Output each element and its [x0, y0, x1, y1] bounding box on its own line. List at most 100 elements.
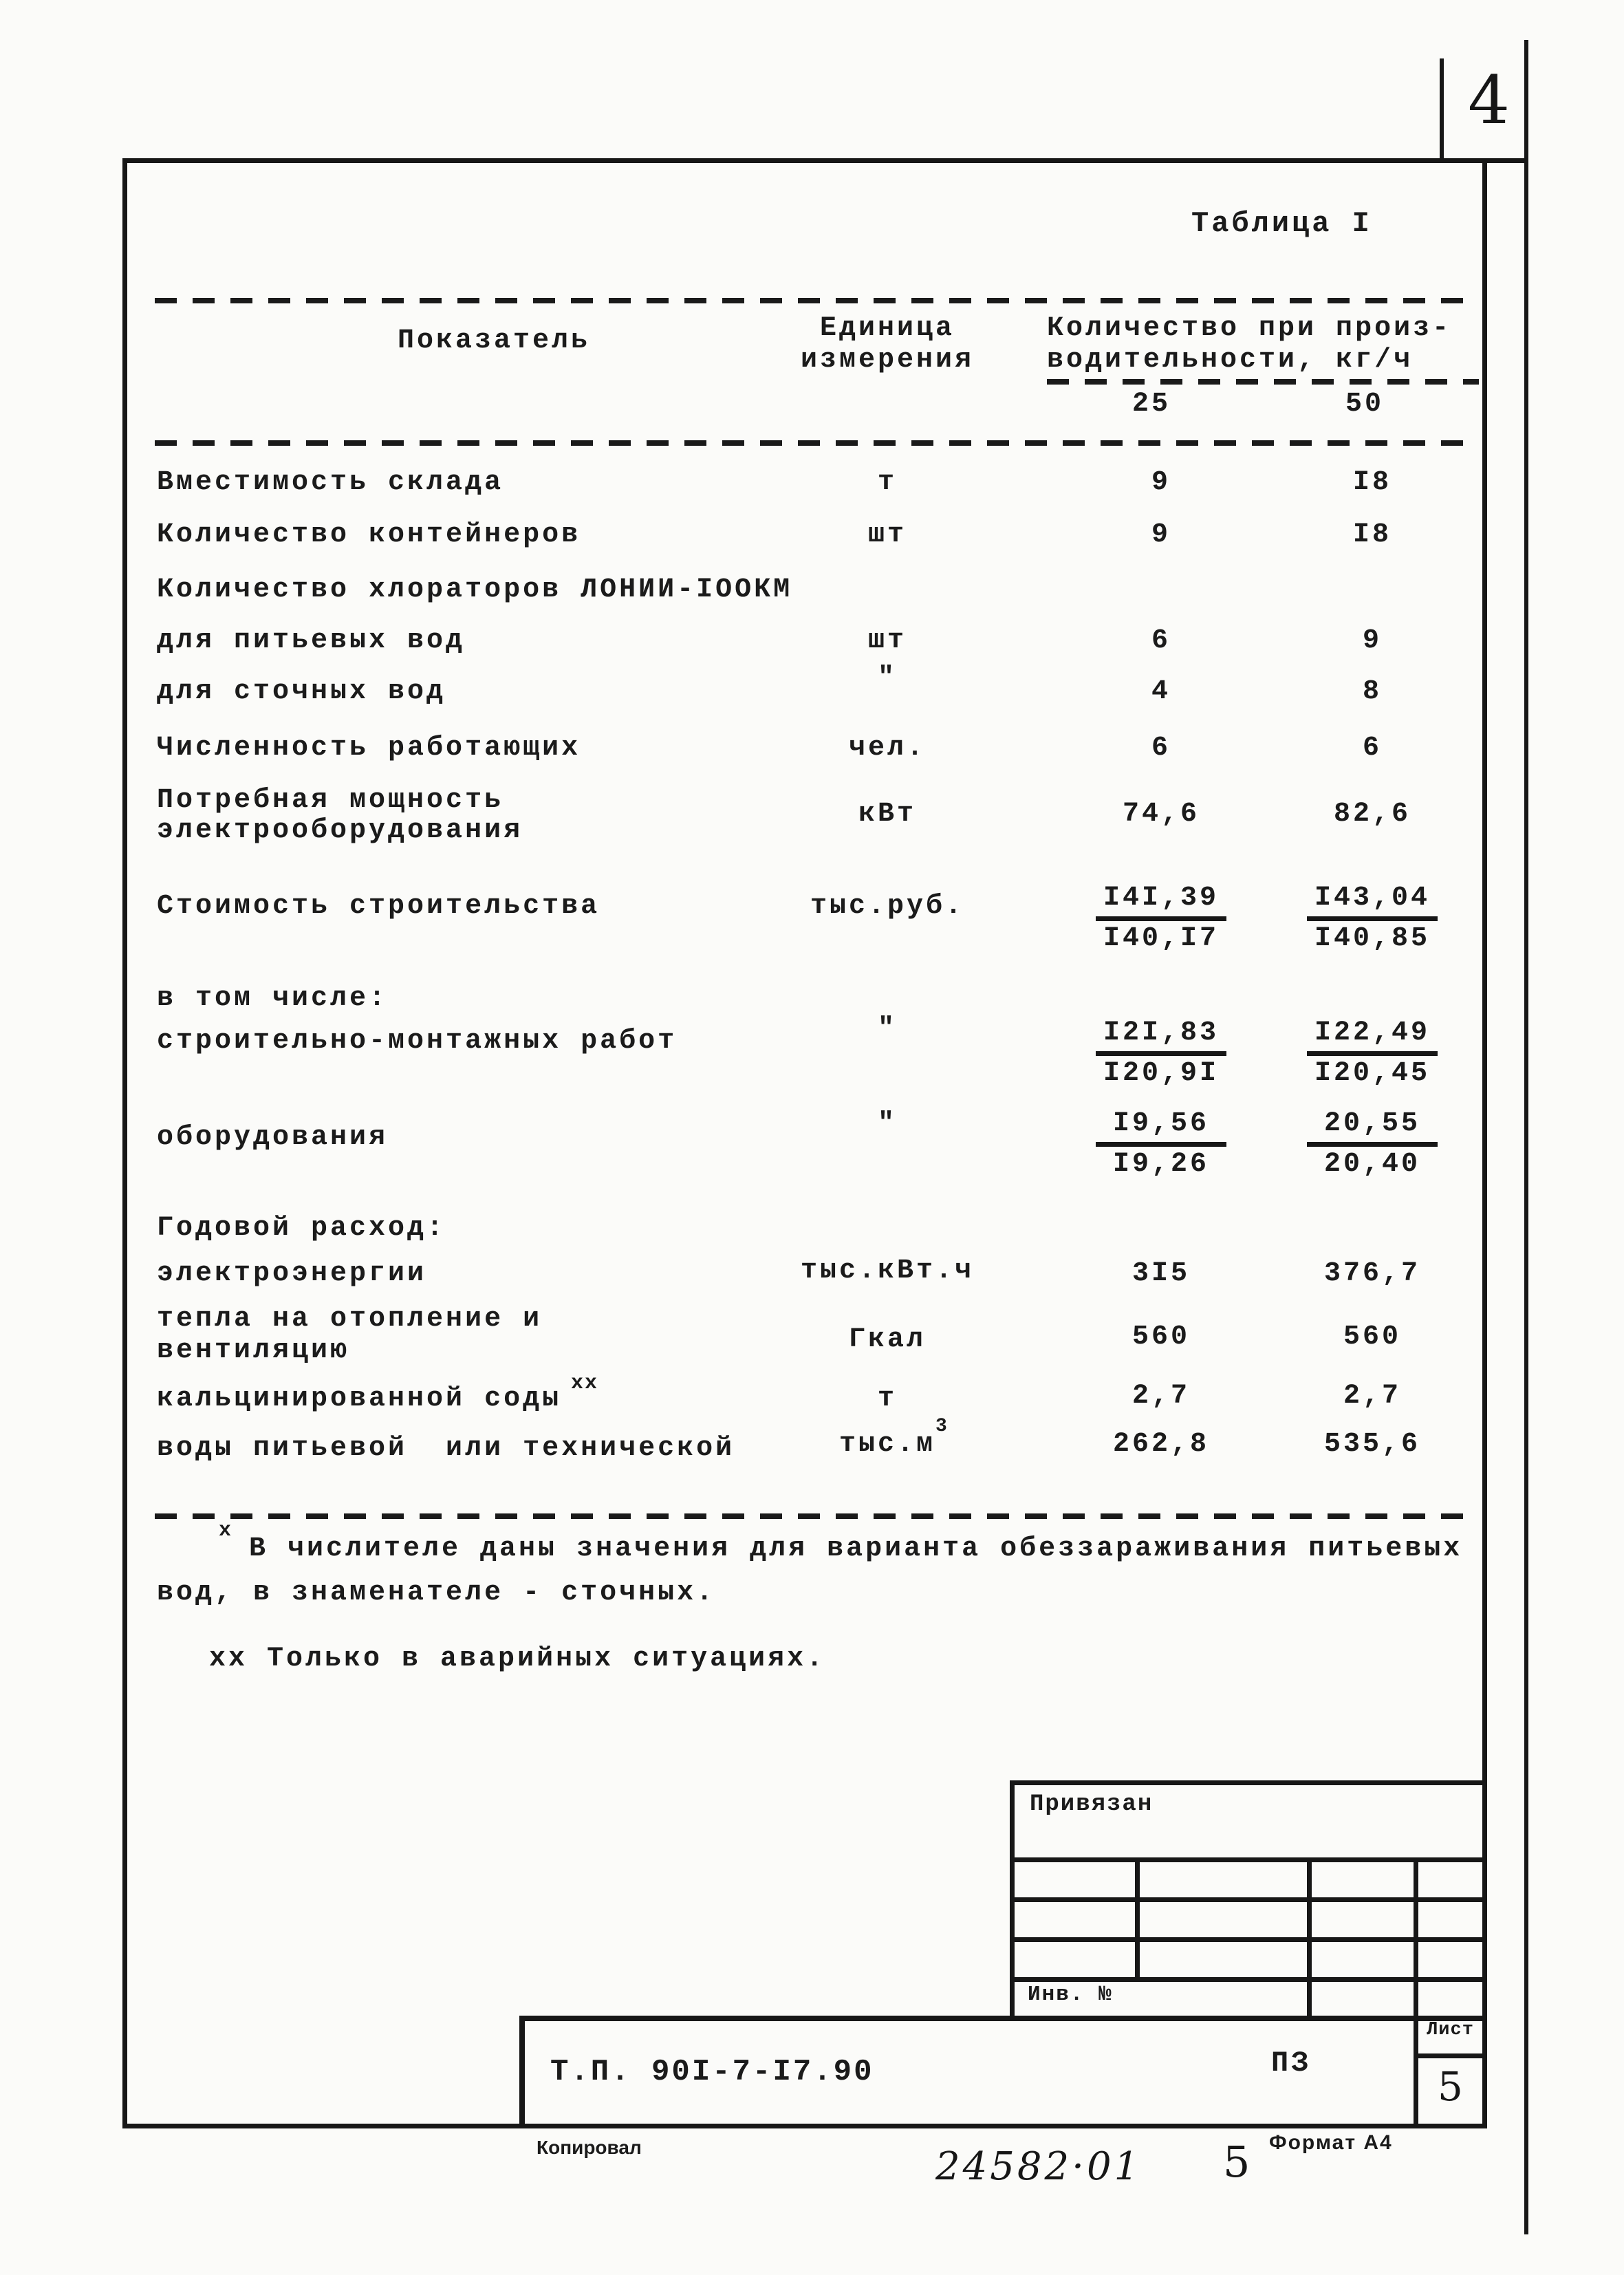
footnote-line2: вод, в знаменателе - сточных.: [157, 1577, 716, 1608]
frame-left-border: [122, 158, 127, 2128]
table-caption: Таблица I: [1191, 207, 1372, 240]
table-rule-header-bottom: [155, 440, 1479, 446]
fraction-denominator: I20,45: [1314, 1058, 1431, 1089]
stamp-left: [519, 2016, 525, 2128]
fraction-numerator: I43,04: [1307, 885, 1438, 921]
table-row-value-25: 2,7: [1132, 1381, 1190, 1412]
fraction-numerator: I2I,83: [1096, 1020, 1226, 1056]
table-row-label: в том числе:: [157, 983, 389, 1014]
table-row-value-25: 4: [1151, 676, 1171, 707]
footnote-marker: х: [219, 1519, 235, 1542]
page-edge-line: [1524, 40, 1528, 2234]
table-row-value-fraction: I22,49 I20,45: [1307, 1020, 1438, 1088]
table-row-label: электроэнергии: [157, 1258, 427, 1289]
footnote-line3: хх Только в аварийных ситуациях.: [209, 1643, 826, 1674]
qty-subheader-underline: [1047, 379, 1479, 385]
frame-top-border: [122, 158, 1527, 163]
frame-bottom-border: [122, 2124, 1487, 2128]
table-row-value-25: 74,6: [1122, 799, 1200, 830]
table-row-unit: тыс.руб.: [810, 891, 965, 922]
table-row-value-50: 6: [1362, 733, 1382, 764]
table-row-value-25: 6: [1151, 625, 1171, 656]
fraction-denominator: I9,26: [1112, 1149, 1210, 1180]
table-row-unit: т: [877, 467, 897, 498]
corner-page-number: 4: [1467, 62, 1511, 139]
table-row-label: для питьевых вод: [157, 625, 466, 656]
table-row-label: для сточных вод: [157, 676, 446, 707]
table-row-label-line2: электрооборудования: [157, 815, 523, 846]
titleblock-inventory-label: Инв. №: [1028, 1983, 1113, 2007]
titleblock-row-line-2: [1010, 1897, 1487, 1902]
table-row-unit: тыс.кВт.ч: [800, 1255, 975, 1286]
table-row-value-50: I8: [1352, 519, 1392, 550]
stamp-doc-code: ПЗ: [1271, 2047, 1312, 2080]
table-row-unit: шт: [867, 519, 907, 550]
header-col-25: 25: [1132, 389, 1171, 420]
table-row-label: Вместимость склада: [157, 467, 504, 498]
table-row-value-25: 9: [1151, 467, 1171, 498]
corner-box-left-line: [1440, 58, 1444, 158]
table-row-label: оборудования: [157, 1122, 389, 1153]
table-rule-top: [155, 298, 1479, 303]
header-qty-line1: Количество при произ-: [1047, 313, 1452, 344]
table-row-value-25: 560: [1132, 1322, 1190, 1352]
table-row-value-50: 82,6: [1333, 799, 1411, 830]
table-row-label: Количество хлораторов ЛОНИИ-IООКМ: [157, 574, 793, 605]
table-row-unit: кВт: [858, 799, 916, 830]
table-row-value-fraction: I43,04 I40,85: [1307, 885, 1438, 953]
table-row-label-superscript: хх: [571, 1372, 599, 1395]
fraction-denominator: I40,85: [1314, 923, 1431, 954]
header-unit-line1: Единица: [819, 313, 955, 344]
header-unit-line2: измерения: [800, 345, 975, 376]
fraction-numerator: I22,49: [1307, 1020, 1438, 1056]
table-row-value-fraction: 20,55 20,40: [1307, 1110, 1438, 1178]
table-row-label: Количество контейнеров: [157, 519, 581, 550]
stamp-sheet-label: Лист: [1427, 2020, 1474, 2040]
titleblock-attached-label: Привязан: [1030, 1791, 1154, 1818]
table-row-value-50: 535,6: [1323, 1429, 1421, 1460]
titleblock-top: [1010, 1780, 1487, 1785]
titleblock-col-line-1: [1135, 1857, 1140, 1982]
table-row-label: Годовой расход:: [157, 1213, 446, 1244]
fraction-denominator: I20,9I: [1103, 1058, 1220, 1089]
footer-format-label: Формат А4: [1269, 2131, 1393, 2154]
table-row-unit: чел.: [848, 733, 926, 764]
footnote-line1: В числителе даны значения для варианта о…: [249, 1533, 1463, 1564]
footer-order-number: 24582·01: [935, 2144, 1142, 2189]
titleblock-row-line-4: [1010, 1977, 1487, 1982]
fraction-denominator: I40,I7: [1103, 923, 1220, 954]
table-row-value-25: 6: [1151, 733, 1171, 764]
header-col-50: 50: [1345, 389, 1384, 420]
table-row-unit: ": [877, 1013, 897, 1044]
table-row-value-25: 262,8: [1112, 1429, 1210, 1460]
table-row-value-25: 9: [1151, 519, 1171, 550]
table-row-value-50: 560: [1343, 1322, 1401, 1352]
table-row-label: Численность работающих: [157, 733, 581, 764]
table-row-unit: ": [877, 662, 897, 693]
table-row-value-fraction: I9,56 I9,26: [1096, 1110, 1226, 1178]
table-row-label-line2: вентиляцию: [157, 1335, 350, 1366]
table-row-value-fraction: I2I,83 I20,9I: [1096, 1020, 1226, 1088]
table-row-unit: тыс.м: [838, 1429, 936, 1460]
stamp-top: [519, 2016, 1487, 2021]
table-row-label: тепла на отопление и: [157, 1304, 543, 1335]
fraction-numerator: 20,55: [1307, 1110, 1438, 1147]
fraction-numerator: I9,56: [1096, 1110, 1226, 1147]
frame-right-border: [1482, 158, 1487, 2128]
fraction-numerator: I4I,39: [1096, 885, 1226, 921]
table-row-value-50: 8: [1362, 676, 1382, 707]
table-row-label: воды питьевой или технической: [157, 1433, 735, 1464]
table-row-label: Потребная мощность: [157, 785, 504, 816]
table-row-unit: Гкал: [848, 1324, 926, 1355]
table-row-value-50: 2,7: [1343, 1381, 1401, 1412]
table-row-unit: ": [877, 1108, 897, 1139]
table-row-value-50: I8: [1352, 467, 1392, 498]
table-row-value-50: 9: [1362, 625, 1382, 656]
table-rule-bottom: [155, 1513, 1479, 1519]
table-row-unit: шт: [867, 625, 907, 656]
table-row-label: строительно-монтажных работ: [157, 1026, 678, 1057]
table-row-unit-superscript: 3: [935, 1416, 950, 1437]
table-row-label: кальцинированной соды: [157, 1383, 562, 1414]
fraction-denominator: 20,40: [1323, 1149, 1421, 1180]
